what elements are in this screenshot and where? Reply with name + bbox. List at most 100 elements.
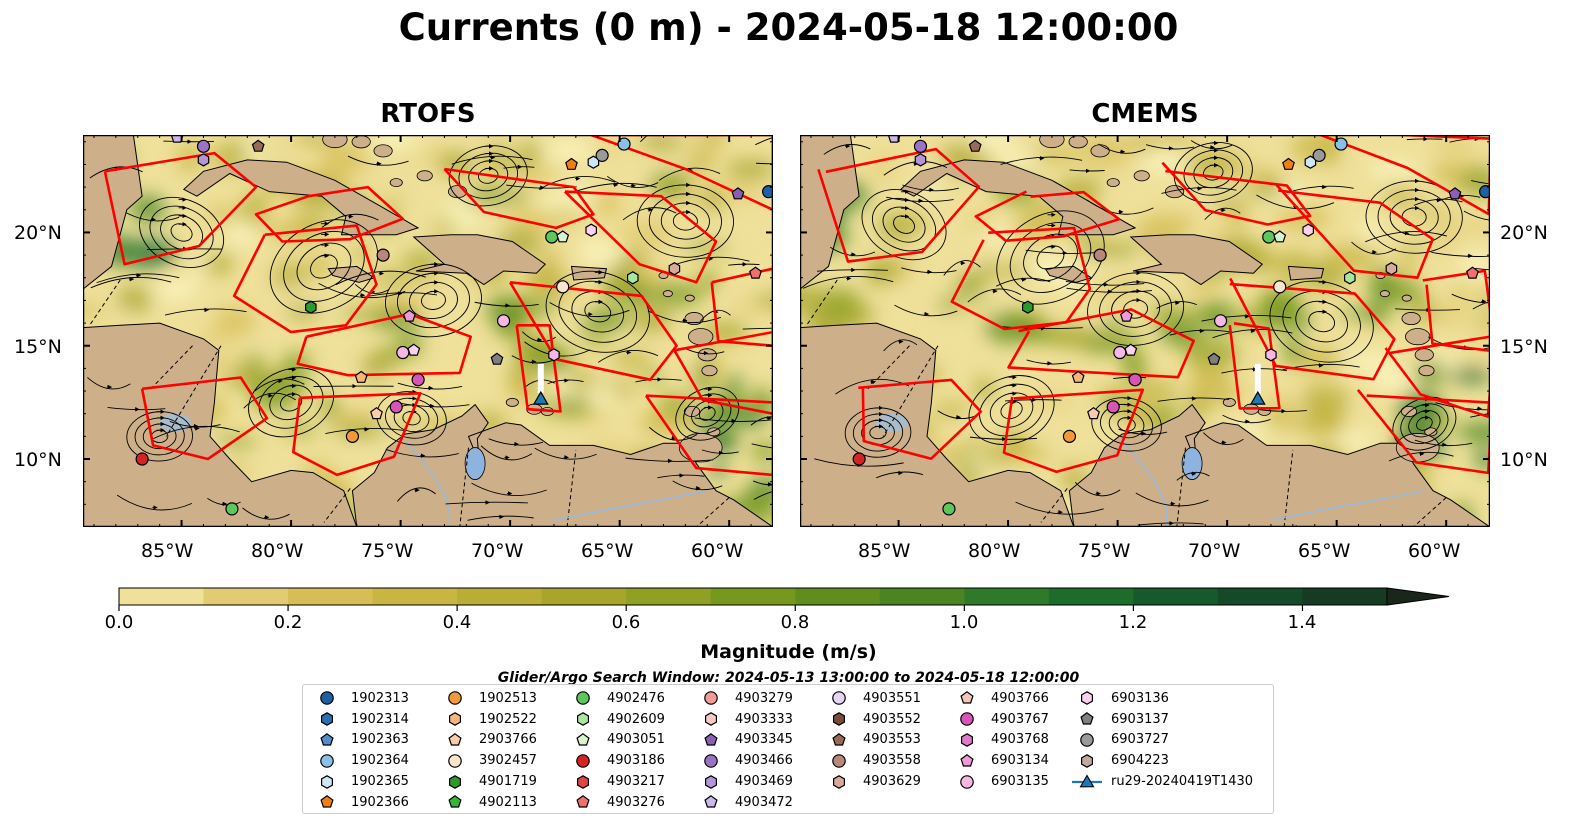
legend-symbol[interactable] bbox=[576, 753, 590, 768]
legend-symbol[interactable] bbox=[833, 774, 845, 789]
argo-float-15[interactable] bbox=[668, 262, 681, 276]
argo-float-20[interactable] bbox=[1213, 314, 1228, 328]
legend-symbol[interactable] bbox=[321, 712, 333, 727]
argo-float-0[interactable] bbox=[170, 135, 184, 143]
argo-float-0[interactable] bbox=[887, 135, 901, 143]
legend-symbol[interactable] bbox=[321, 774, 333, 789]
argo-float-28[interactable] bbox=[1062, 429, 1077, 443]
argo-float-18[interactable] bbox=[305, 300, 317, 314]
legend-symbol[interactable] bbox=[704, 691, 718, 706]
argo-float-24[interactable] bbox=[1265, 348, 1277, 362]
legend-symbol[interactable] bbox=[705, 774, 717, 789]
legend-symbol[interactable] bbox=[576, 795, 590, 808]
legend-symbol[interactable] bbox=[577, 712, 589, 727]
argo-float-27[interactable] bbox=[1106, 400, 1120, 414]
argo-float-12[interactable] bbox=[556, 230, 570, 243]
argo-float-26[interactable] bbox=[411, 373, 425, 387]
legend-symbol[interactable] bbox=[832, 733, 846, 746]
legend-symbol[interactable] bbox=[1080, 733, 1094, 747]
argo-float-24[interactable] bbox=[548, 348, 560, 362]
argo-float-28[interactable] bbox=[345, 429, 360, 443]
legend-symbol[interactable] bbox=[577, 774, 589, 789]
argo-float-29[interactable] bbox=[1087, 406, 1100, 420]
argo-float-11[interactable] bbox=[545, 230, 559, 244]
argo-float-9[interactable] bbox=[1479, 185, 1490, 199]
legend-symbol[interactable] bbox=[320, 753, 334, 768]
argo-float-25[interactable] bbox=[354, 370, 368, 383]
legend-symbol[interactable] bbox=[833, 712, 845, 727]
legend-symbol[interactable] bbox=[449, 712, 461, 727]
argo-float-1[interactable] bbox=[196, 139, 211, 153]
legend-symbol[interactable] bbox=[320, 691, 334, 706]
argo-float-31[interactable] bbox=[942, 502, 956, 516]
legend-symbol[interactable] bbox=[320, 795, 334, 808]
legend-symbol[interactable] bbox=[961, 733, 973, 747]
legend-symbol[interactable] bbox=[960, 691, 974, 704]
argo-float-14[interactable] bbox=[626, 271, 639, 285]
argo-float-26[interactable] bbox=[1128, 373, 1142, 387]
legend-symbol[interactable] bbox=[576, 733, 590, 746]
argo-float-1[interactable] bbox=[913, 139, 928, 153]
argo-float-17[interactable] bbox=[1273, 280, 1287, 294]
legend-symbol[interactable] bbox=[1081, 691, 1093, 706]
argo-float-11[interactable] bbox=[1262, 230, 1276, 244]
legend-symbol[interactable] bbox=[832, 691, 846, 706]
argo-float-9[interactable] bbox=[762, 185, 773, 199]
legend-symbol[interactable] bbox=[704, 733, 718, 746]
argo-float-14[interactable] bbox=[1343, 271, 1356, 285]
argo-float-22[interactable] bbox=[1124, 343, 1138, 356]
argo-float-23[interactable] bbox=[1207, 352, 1221, 365]
legend-symbol[interactable] bbox=[705, 712, 717, 727]
argo-float-22[interactable] bbox=[407, 343, 421, 356]
legend-symbol[interactable] bbox=[320, 733, 334, 746]
legend-symbol[interactable] bbox=[448, 733, 462, 746]
argo-float-29[interactable] bbox=[370, 406, 383, 420]
legend-symbol[interactable] bbox=[448, 753, 462, 768]
argo-float-25[interactable] bbox=[1071, 370, 1085, 383]
legend-symbol[interactable] bbox=[960, 712, 974, 726]
map-panel-cmems[interactable] bbox=[800, 135, 1490, 527]
argo-float-15[interactable] bbox=[1385, 262, 1398, 276]
legend-symbol[interactable] bbox=[704, 795, 718, 808]
argo-float-13[interactable] bbox=[1302, 223, 1315, 237]
argo-float-13[interactable] bbox=[585, 223, 598, 237]
argo-float-6[interactable] bbox=[595, 148, 609, 162]
legend-symbol[interactable] bbox=[1080, 712, 1094, 725]
legend-symbol[interactable] bbox=[960, 774, 974, 789]
legend-symbol[interactable] bbox=[576, 691, 590, 706]
legend-symbol[interactable] bbox=[1081, 753, 1093, 768]
argo-float-19[interactable] bbox=[1119, 309, 1133, 322]
legend-symbol[interactable] bbox=[960, 753, 974, 767]
argo-float-8[interactable] bbox=[1448, 187, 1462, 200]
argo-float-31[interactable] bbox=[225, 502, 239, 516]
argo-float-4[interactable] bbox=[1282, 157, 1295, 170]
argo-float-8[interactable] bbox=[731, 187, 745, 200]
argo-float-21[interactable] bbox=[396, 345, 410, 360]
argo-float-30[interactable] bbox=[135, 452, 149, 466]
argo-float-10[interactable] bbox=[376, 248, 390, 262]
map-panel-rtofs[interactable] bbox=[83, 135, 773, 527]
argo-float-10[interactable] bbox=[1093, 248, 1107, 262]
legend-symbol[interactable] bbox=[448, 691, 462, 706]
argo-float-20[interactable] bbox=[496, 314, 511, 328]
argo-float-12[interactable] bbox=[1273, 230, 1287, 243]
argo-float-18[interactable] bbox=[1022, 300, 1034, 314]
argo-float-16[interactable] bbox=[749, 266, 762, 279]
argo-float-7[interactable] bbox=[1334, 137, 1348, 151]
argo-float-2[interactable] bbox=[914, 153, 927, 167]
argo-float-7[interactable] bbox=[617, 137, 631, 151]
glider-marker[interactable] bbox=[1249, 390, 1266, 405]
argo-float-21[interactable] bbox=[1113, 345, 1127, 360]
argo-float-3[interactable] bbox=[968, 139, 982, 152]
argo-float-27[interactable] bbox=[389, 400, 403, 414]
argo-float-16[interactable] bbox=[1466, 266, 1479, 279]
legend-symbol[interactable] bbox=[449, 774, 461, 789]
argo-float-23[interactable] bbox=[490, 352, 504, 365]
argo-float-17[interactable] bbox=[556, 280, 570, 294]
legend-symbol[interactable] bbox=[832, 753, 846, 768]
legend-symbol[interactable] bbox=[448, 795, 462, 808]
legend-symbol[interactable] bbox=[704, 753, 718, 768]
argo-float-6[interactable] bbox=[1312, 148, 1326, 162]
argo-float-2[interactable] bbox=[197, 153, 210, 167]
argo-float-4[interactable] bbox=[565, 157, 578, 170]
